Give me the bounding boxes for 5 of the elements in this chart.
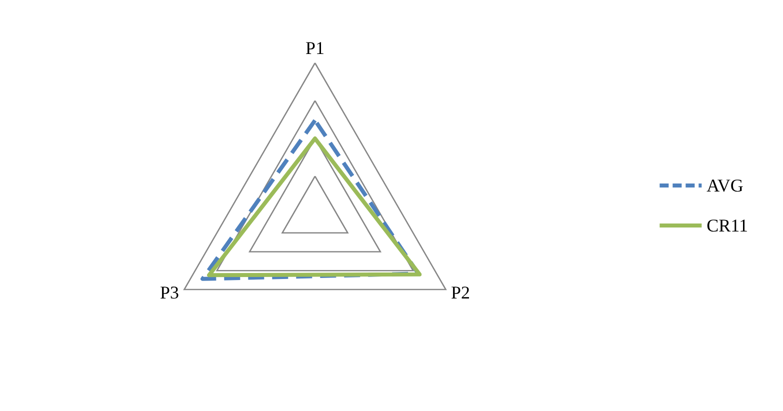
spoke-label: P1 [305,38,325,58]
legend-label: CR11 [706,216,748,236]
spoke-label: P2 [450,282,470,302]
legend-label: AVG [706,176,744,196]
spoke-label: P3 [160,282,180,302]
